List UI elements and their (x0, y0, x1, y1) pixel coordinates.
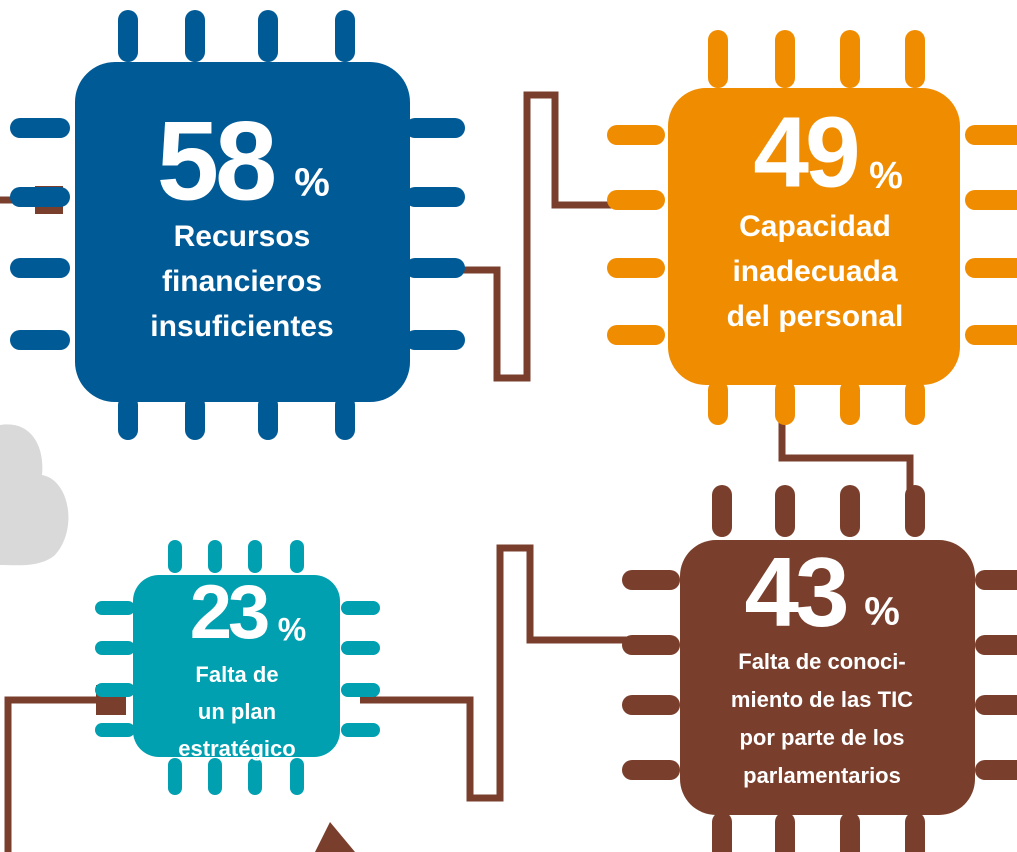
chip-label: del personal (727, 300, 904, 333)
chip: 49% Capacidad inadecuada del personal (617, 40, 1017, 415)
chip-label: insuficientes (150, 310, 333, 343)
wire (8, 700, 110, 852)
wire (445, 95, 620, 378)
chip-label: Falta de conoci- (738, 649, 905, 674)
percent-unit: % (294, 161, 330, 205)
chip: 58% Recursos financieros insuficientes (20, 20, 455, 430)
cloud (0, 424, 68, 565)
percent-unit: % (278, 611, 306, 647)
percent-value: 49 (753, 96, 857, 208)
percent-unit: % (864, 590, 900, 634)
chip-label: por parte de los (739, 725, 904, 750)
chip-label: parlamentarios (743, 763, 901, 788)
chip: 23%Falta de un plan estratégico (102, 547, 373, 788)
percent-value: 58 (157, 99, 274, 224)
chip: 43% Falta de conoci-miento de las TIC por … (632, 495, 1017, 852)
chip-label: inadecuada (732, 255, 897, 288)
chip-label: Falta de (195, 662, 278, 687)
percent-value: 23 (190, 570, 268, 655)
chip-label: Recursos (174, 220, 311, 253)
chip-label: estratégico (178, 736, 295, 761)
chip-label: Capacidad (739, 210, 891, 243)
chip-label: un plan (198, 699, 276, 724)
percent-unit: % (869, 155, 903, 197)
wire (360, 548, 640, 798)
chip-label: miento de las TIC (731, 687, 913, 712)
arrow (315, 822, 355, 852)
chip-label: financieros (162, 265, 322, 298)
percent-value: 43 (744, 537, 846, 647)
infographic: 58% Recursos financieros insuficientes 49% Ca… (0, 0, 1017, 852)
